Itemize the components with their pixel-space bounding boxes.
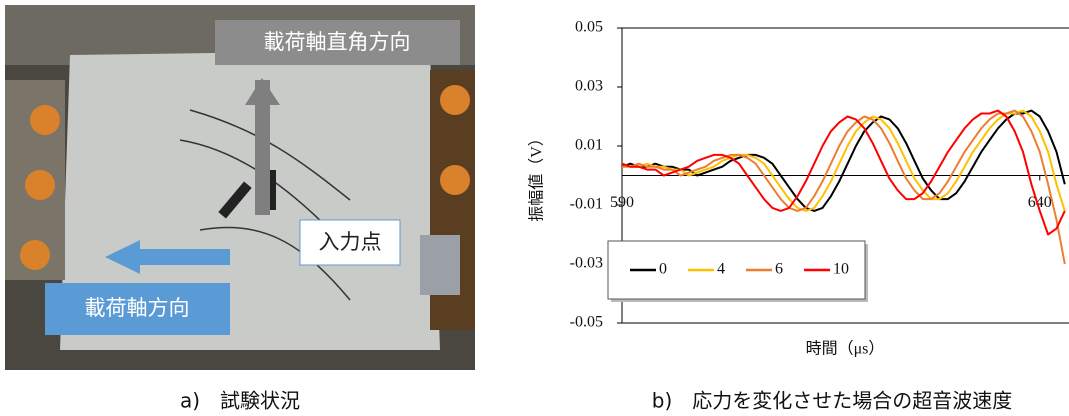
- photo-label: 載荷軸直角方向: [264, 30, 411, 54]
- y-tick-label: -0.05: [570, 314, 603, 331]
- jack: [440, 85, 470, 115]
- y-tick-label: -0.03: [570, 255, 603, 272]
- legend-label: 0: [659, 261, 667, 278]
- figure: 載荷軸直角方向 入力点 載荷軸方向 a) 試験状況 b) 応力を変化させた場合の…: [0, 0, 1069, 416]
- x-tick-label: 590: [610, 194, 634, 211]
- legend-label: 10: [833, 261, 849, 278]
- y-tick-label: 0.01: [575, 137, 603, 154]
- series-line: [622, 111, 1065, 211]
- y-tick-label: -0.01: [570, 196, 603, 213]
- y-tick-label: 0.03: [575, 78, 603, 95]
- photo: 載荷軸直角方向 入力点 載荷軸方向: [5, 5, 475, 370]
- jack: [20, 240, 50, 270]
- series-line: [622, 111, 1065, 211]
- photo-label: 入力点: [319, 230, 382, 254]
- legend-label: 4: [717, 261, 725, 278]
- y-tick-label: 0.05: [575, 19, 603, 36]
- device: [420, 235, 460, 295]
- arrow-shaft: [140, 249, 230, 265]
- jack: [25, 170, 55, 200]
- x-axis-label: 時間（μs）: [806, 340, 885, 358]
- caption: a) 試験状況: [180, 389, 300, 413]
- legend-label: 6: [775, 261, 783, 278]
- jack: [440, 165, 470, 195]
- page: 載荷軸直角方向 入力点 載荷軸方向 a) 試験状況 b) 応力を変化させた場合の…: [0, 0, 1069, 416]
- caption: b) 応力を変化させた場合の超音波速度: [652, 389, 1013, 413]
- jack: [30, 105, 60, 135]
- photo-label: 載荷軸方向: [85, 296, 190, 320]
- y-axis-label: 振幅値（V）: [528, 130, 546, 222]
